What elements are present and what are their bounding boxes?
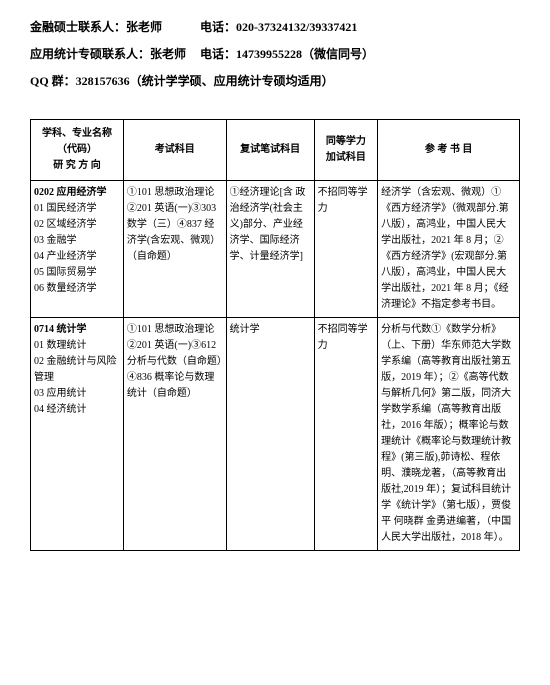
contact1-name: 张老师 xyxy=(126,20,162,34)
major-code: 0202 应用经济学 xyxy=(34,185,120,201)
table-row: 0714 统计学01 数理统计02 金融统计与风险管理03 应用统计04 经济统… xyxy=(31,318,520,551)
contact1-tel: 020-37324132/39337421 xyxy=(236,20,357,34)
cell-equiv: 不招同等学力 xyxy=(314,318,378,551)
cell-retest: ①经济理论[含 政治经济学(社会主义)部分、产业经济学、国际经济学、计量经济学] xyxy=(226,181,314,318)
contact2-label: 应用统计专硕联系人： xyxy=(30,47,150,61)
table-header-row: 学科、专业名称（代码） 研 究 方 向 考试科目 复试笔试科目 同等学力 加试科… xyxy=(31,120,520,181)
direction-item: 04 产业经济学 xyxy=(34,249,120,265)
cell-major: 0714 统计学01 数理统计02 金融统计与风险管理03 应用统计04 经济统… xyxy=(31,318,124,551)
contact-line-1: 金融硕士联系人：张老师 电话：020-37324132/39337421 xyxy=(30,18,520,35)
contact-line-2: 应用统计专硕联系人：张老师电话：14739955228（微信同号） xyxy=(30,45,520,62)
th-equiv: 同等学力 加试科目 xyxy=(314,120,378,181)
direction-item: 04 经济统计 xyxy=(34,402,120,418)
programs-table: 学科、专业名称（代码） 研 究 方 向 考试科目 复试笔试科目 同等学力 加试科… xyxy=(30,119,520,551)
contact1-label: 金融硕士联系人： xyxy=(30,20,126,34)
th-refs: 参 考 书 目 xyxy=(378,120,520,181)
th-major: 学科、专业名称（代码） 研 究 方 向 xyxy=(31,120,124,181)
cell-exam: ①101 思想政治理论②201 英语(一)③303 数学（三）④837 经济学(… xyxy=(123,181,226,318)
direction-item: 02 金融统计与风险管理 xyxy=(34,354,120,386)
cell-refs: 经济学（含宏观、微观）①《西方经济学》（微观部分.第八版），高鸿业，中国人民大学… xyxy=(378,181,520,318)
contact3-label: QQ 群： xyxy=(30,74,76,88)
direction-item: 02 区域经济学 xyxy=(34,217,120,233)
contact-line-3: QQ 群：328157636（统计学学硕、应用统计专硕均适用） xyxy=(30,72,520,89)
cell-major: 0202 应用经济学01 国民经济学02 区域经济学03 金融学04 产业经济学… xyxy=(31,181,124,318)
th-retest: 复试笔试科目 xyxy=(226,120,314,181)
th-exam: 考试科目 xyxy=(123,120,226,181)
table-body: 0202 应用经济学01 国民经济学02 区域经济学03 金融学04 产业经济学… xyxy=(31,181,520,551)
contact2-tel: 14739955228（微信同号） xyxy=(236,47,374,61)
direction-item: 01 数理统计 xyxy=(34,338,120,354)
direction-item: 03 应用统计 xyxy=(34,386,120,402)
contact1-tel-label: 电话： xyxy=(200,20,236,34)
major-code: 0714 统计学 xyxy=(34,322,120,338)
cell-equiv: 不招同等学力 xyxy=(314,181,378,318)
table-row: 0202 应用经济学01 国民经济学02 区域经济学03 金融学04 产业经济学… xyxy=(31,181,520,318)
contact2-tel-label: 电话： xyxy=(200,47,236,61)
cell-refs: 分析与代数①《数学分析》（上、下册）华东师范大学数学系编（高等教育出版社第五版，… xyxy=(378,318,520,551)
cell-exam: ①101 思想政治理论②201 英语(一)③612 分析与代数（自命题）④836… xyxy=(123,318,226,551)
direction-item: 03 金融学 xyxy=(34,233,120,249)
direction-item: 05 国际贸易学 xyxy=(34,265,120,281)
cell-retest: 统计学 xyxy=(226,318,314,551)
contact2-name: 张老师 xyxy=(150,47,186,61)
direction-item: 01 国民经济学 xyxy=(34,201,120,217)
contact3-val: 328157636（统计学学硕、应用统计专硕均适用） xyxy=(76,74,334,88)
direction-item: 06 数量经济学 xyxy=(34,281,120,297)
